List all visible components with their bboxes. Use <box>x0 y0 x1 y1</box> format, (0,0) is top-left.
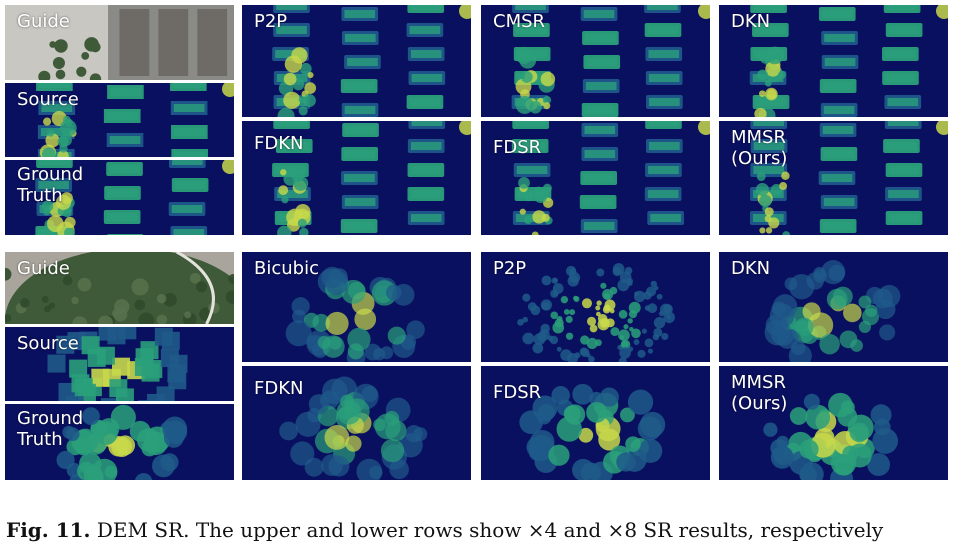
lower-fdsr-panel: FDSR <box>481 366 710 480</box>
lower-dkn-panel: DKN <box>719 252 948 362</box>
lower-guide-panel: Guide <box>5 252 234 324</box>
lower-ground-truth-label: Ground Truth <box>17 408 83 450</box>
lower-mmsr-panel: MMSR (Ours) <box>719 366 948 480</box>
lower-dkn-label: DKN <box>731 258 770 279</box>
lower-p2p-panel: P2P <box>481 252 710 362</box>
upper-fdkn-label: FDKN <box>254 133 303 154</box>
lower-mmsr-label: MMSR (Ours) <box>731 372 787 414</box>
upper-fdsr-panel: FDSR <box>481 121 710 235</box>
upper-fdsr-label: FDSR <box>493 137 541 158</box>
upper-fdkn-panel: FDKN <box>242 121 471 235</box>
lower-fdsr-label: FDSR <box>493 382 541 403</box>
lower-bicubic-panel: Bicubic <box>242 252 471 362</box>
upper-source-panel: Source <box>5 83 234 157</box>
upper-source-label: Source <box>17 89 79 110</box>
upper-guide-panel: Guide <box>5 5 234 80</box>
upper-dkn-panel: DKN <box>719 5 948 117</box>
lower-p2p-label: P2P <box>493 258 526 279</box>
figure-number: Fig. 11. <box>6 518 91 542</box>
upper-p2p-panel: P2P <box>242 5 471 117</box>
upper-mmsr-label: MMSR (Ours) <box>731 127 787 169</box>
lower-ground-truth-panel: Ground Truth <box>5 404 234 480</box>
upper-cmsr-panel: CMSR <box>481 5 710 117</box>
lower-fdkn-panel: FDKN <box>242 366 471 480</box>
upper-dkn-label: DKN <box>731 11 770 32</box>
upper-mmsr-panel: MMSR (Ours) <box>719 121 948 235</box>
upper-p2p-label: P2P <box>254 11 287 32</box>
upper-guide-label: Guide <box>17 11 70 32</box>
lower-guide-label: Guide <box>17 258 70 279</box>
upper-ground-truth-panel: Ground Truth <box>5 160 234 235</box>
upper-ground-truth-label: Ground Truth <box>17 164 83 206</box>
figure-caption: Fig. 11. DEM SR. The upper and lower row… <box>6 518 951 542</box>
lower-bicubic-label: Bicubic <box>254 258 319 279</box>
lower-source-label: Source <box>17 333 79 354</box>
lower-fdkn-label: FDKN <box>254 378 303 399</box>
lower-source-panel: Source <box>5 327 234 401</box>
caption-text: DEM SR. The upper and lower rows show ×4… <box>91 518 884 542</box>
upper-cmsr-label: CMSR <box>493 11 545 32</box>
